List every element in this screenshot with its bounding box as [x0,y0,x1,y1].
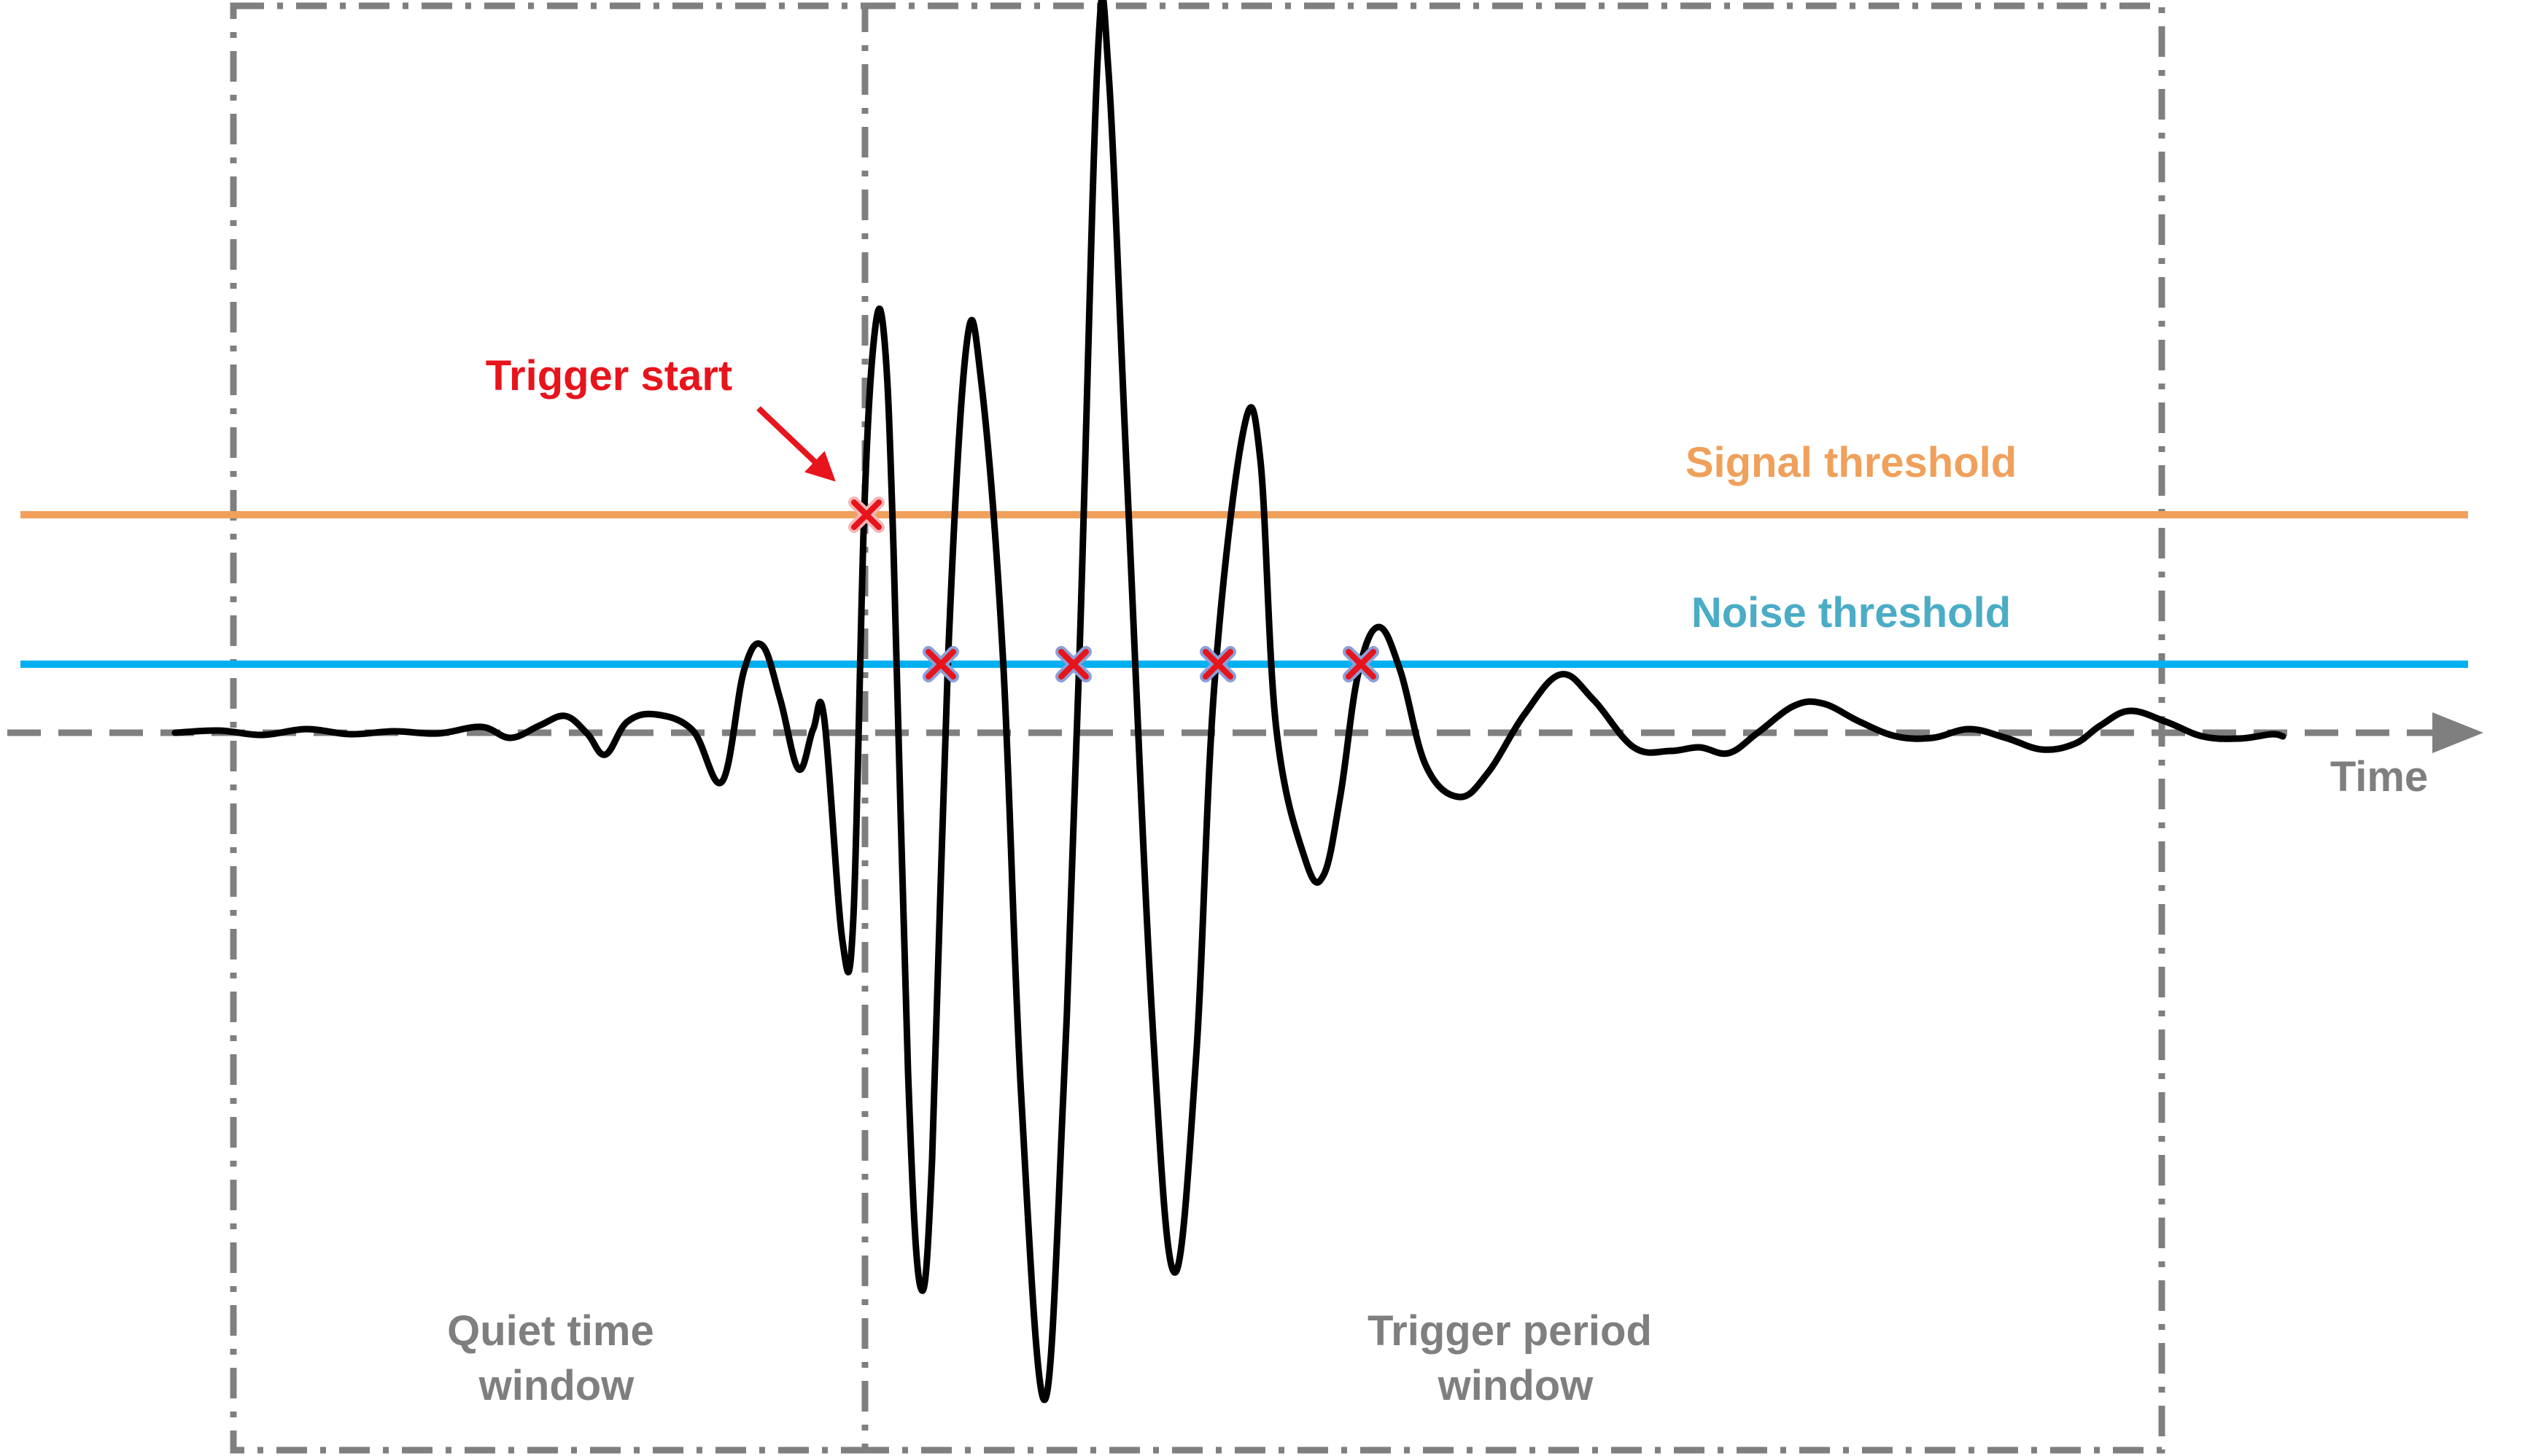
noise-crossing-marker [1200,646,1236,682]
quiet-window-label-line2: window [478,1362,635,1409]
trigger-start-label: Trigger start [486,352,732,400]
trigger-start-arrow [756,406,836,482]
noise-crossing-marker [923,646,959,682]
crossing-markers [848,497,1379,682]
noise-crossing-marker [1055,646,1092,682]
trigger-window-label: Trigger period window [1368,1307,1664,1409]
waveform [171,0,2286,1404]
quiet-window-label-line1: Quiet time [447,1307,654,1355]
trigger-period-window-box [861,2,2165,1454]
signal-crossing-marker [848,497,885,533]
signal-threshold-label: Signal threshold [1686,439,2017,486]
noise-threshold-label: Noise threshold [1691,589,2011,636]
trigger-window-label-line2: window [1438,1362,1594,1409]
quiet-time-window-box [230,2,869,1454]
quiet-window-label: Quiet time window [447,1307,666,1409]
time-axis-arrowhead [2432,712,2483,753]
time-axis-label: Time [2330,753,2428,801]
trigger-window-label-line1: Trigger period [1368,1307,1652,1355]
noise-crossing-marker [1343,646,1379,682]
